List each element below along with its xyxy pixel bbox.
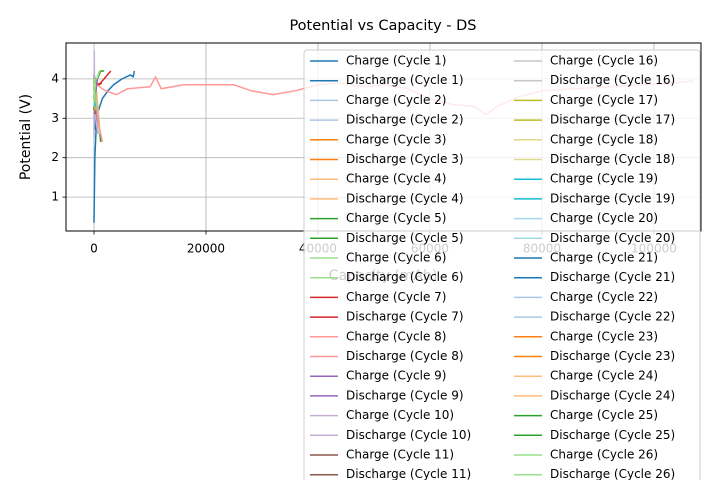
legend-label: Charge (Cycle 20) bbox=[550, 211, 658, 225]
legend-label: Charge (Cycle 17) bbox=[550, 93, 658, 107]
legend-label: Discharge (Cycle 19) bbox=[550, 191, 675, 205]
legend-label: Discharge (Cycle 25) bbox=[550, 428, 675, 442]
y-tick-label: 1 bbox=[51, 190, 59, 204]
legend-label: Charge (Cycle 11) bbox=[346, 448, 454, 462]
chart-title: Potential vs Capacity - DS bbox=[289, 18, 476, 34]
legend-label: Charge (Cycle 16) bbox=[550, 54, 658, 68]
legend-label: Charge (Cycle 26) bbox=[550, 448, 658, 462]
legend-label: Discharge (Cycle 23) bbox=[550, 349, 675, 363]
x-tick-label: 0 bbox=[90, 242, 98, 256]
x-tick-label: 20000 bbox=[187, 242, 225, 256]
legend-label: Charge (Cycle 7) bbox=[346, 290, 446, 304]
y-axis-label: Potential (V) bbox=[18, 94, 34, 180]
legend-label: Charge (Cycle 23) bbox=[550, 329, 658, 343]
legend-label: Charge (Cycle 8) bbox=[346, 329, 446, 343]
legend-label: Discharge (Cycle 26) bbox=[550, 467, 675, 480]
legend-label: Discharge (Cycle 7) bbox=[346, 310, 464, 324]
legend-label: Discharge (Cycle 16) bbox=[550, 73, 675, 87]
legend-label: Charge (Cycle 18) bbox=[550, 132, 658, 146]
legend-label: Charge (Cycle 9) bbox=[346, 369, 446, 383]
legend-label: Discharge (Cycle 18) bbox=[550, 152, 675, 166]
legend-label: Discharge (Cycle 3) bbox=[346, 152, 464, 166]
legend-label: Charge (Cycle 6) bbox=[346, 251, 446, 265]
y-tick-label: 2 bbox=[51, 150, 59, 164]
legend-label: Charge (Cycle 22) bbox=[550, 290, 658, 304]
legend-label: Charge (Cycle 5) bbox=[346, 211, 446, 225]
legend-label: Charge (Cycle 4) bbox=[346, 172, 446, 186]
legend-label: Discharge (Cycle 4) bbox=[346, 191, 464, 205]
y-tick-label: 3 bbox=[51, 111, 59, 125]
legend-label: Discharge (Cycle 24) bbox=[550, 388, 675, 402]
legend-label: Discharge (Cycle 21) bbox=[550, 270, 675, 284]
legend: Charge (Cycle 1) Discharge (Cycle 1) Charg… bbox=[303, 49, 701, 480]
legend-label: Discharge (Cycle 2) bbox=[346, 113, 464, 127]
legend-label: Charge (Cycle 25) bbox=[550, 408, 658, 422]
legend-label: Discharge (Cycle 20) bbox=[550, 231, 675, 245]
legend-label: Discharge (Cycle 11) bbox=[346, 467, 471, 480]
legend-box bbox=[303, 49, 701, 480]
legend-label: Charge (Cycle 19) bbox=[550, 172, 658, 186]
legend-label: Discharge (Cycle 22) bbox=[550, 310, 675, 324]
legend-label: Charge (Cycle 10) bbox=[346, 408, 454, 422]
legend-label: Charge (Cycle 24) bbox=[550, 369, 658, 383]
legend-label: Charge (Cycle 3) bbox=[346, 132, 446, 146]
legend-label: Discharge (Cycle 1) bbox=[346, 73, 464, 87]
legend-label: Discharge (Cycle 6) bbox=[346, 270, 464, 284]
data-line bbox=[93, 70, 136, 223]
y-tick-label: 4 bbox=[51, 71, 59, 85]
legend-label: Discharge (Cycle 8) bbox=[346, 349, 464, 363]
data-line bbox=[93, 78, 96, 103]
legend-label: Charge (Cycle 2) bbox=[346, 93, 446, 107]
legend-label: Discharge (Cycle 9) bbox=[346, 388, 464, 402]
legend-label: Discharge (Cycle 5) bbox=[346, 231, 464, 245]
legend-label: Charge (Cycle 21) bbox=[550, 251, 658, 265]
legend-label: Discharge (Cycle 17) bbox=[550, 113, 675, 127]
legend-label: Discharge (Cycle 10) bbox=[346, 428, 471, 442]
legend-label: Charge (Cycle 1) bbox=[346, 54, 446, 68]
